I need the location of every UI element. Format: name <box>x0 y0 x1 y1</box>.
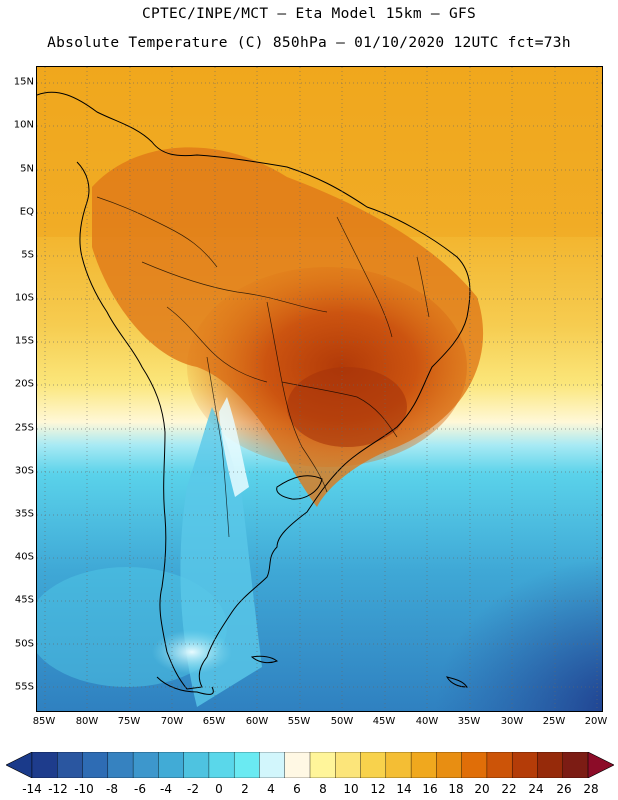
colorbar-swatch <box>132 752 160 778</box>
coastlines <box>37 91 471 695</box>
lon-label: 40W <box>415 716 439 727</box>
lon-label: 35W <box>457 716 481 727</box>
lat-label: 40S <box>14 551 34 563</box>
lat-label: 25S <box>14 422 34 434</box>
colorbar-label: 18 <box>448 782 464 796</box>
colorbar-label: 10 <box>343 782 359 796</box>
colorbar-swatch <box>158 752 185 778</box>
graticule <box>37 67 602 711</box>
lat-label: 5S <box>21 249 34 261</box>
colorbar-swatch <box>259 752 286 778</box>
colorbar-swatch <box>107 752 134 778</box>
colorbar-label: 26 <box>556 782 572 796</box>
lon-label: 70W <box>160 716 184 727</box>
colorbar-swatch <box>57 752 84 778</box>
lon-label: 55W <box>287 716 311 727</box>
colorbar-swatch <box>82 752 109 778</box>
cold-ocean-pool <box>367 487 602 711</box>
lon-label: 25W <box>542 716 566 727</box>
colorbar-label: 6 <box>293 782 301 796</box>
colorbar-swatch <box>537 752 564 778</box>
lon-label: 60W <box>245 716 269 727</box>
colorbar-low-arrow <box>6 752 33 778</box>
lon-label: 45W <box>372 716 396 727</box>
lat-label: 15N <box>13 76 34 88</box>
title-variable: Absolute Temperature (C) 850hPa – 01/10/… <box>47 35 571 51</box>
lat-label: 15S <box>14 335 34 347</box>
lon-label: 30W <box>500 716 524 727</box>
lat-label: 35S <box>14 508 34 520</box>
colorbar-label: 8 <box>319 782 327 796</box>
colorbar-swatch <box>183 752 210 778</box>
colorbar-label: -10 <box>74 782 94 796</box>
lat-label: 10N <box>13 119 34 131</box>
colorbar-label: -12 <box>48 782 68 796</box>
lat-label: EQ <box>19 206 34 218</box>
colorbar-label: -4 <box>160 782 172 796</box>
colorbar-swatch <box>284 752 311 778</box>
colorbar-label: 14 <box>396 782 412 796</box>
lon-label: 20W <box>584 716 608 727</box>
colorbar-label: 0 <box>215 782 223 796</box>
lat-label: 30S <box>14 465 34 477</box>
colorbar-high-arrow <box>587 752 614 778</box>
lon-label: 50W <box>330 716 354 727</box>
colorbar-label: 12 <box>370 782 386 796</box>
lat-label: 45S <box>14 594 34 606</box>
lat-label: 20S <box>14 378 34 390</box>
title-model: CPTEC/INPE/MCT – Eta Model 15km – GFS <box>141 6 477 22</box>
colorbar-label: -14 <box>22 782 42 796</box>
colorbar-label: -8 <box>106 782 118 796</box>
colorbar-swatch <box>233 752 261 778</box>
lon-label: 85W <box>32 716 56 727</box>
colorbar-swatch <box>486 752 513 778</box>
colorbar-label: 20 <box>474 782 490 796</box>
country-borders <box>96 196 430 538</box>
colorbar-swatch <box>436 752 463 778</box>
colorbar-label: 24 <box>528 782 544 796</box>
max-temperature-core <box>287 367 407 447</box>
colorbar-label: 2 <box>241 782 249 796</box>
colorbar <box>6 752 614 778</box>
lat-label: 10S <box>14 292 34 304</box>
colorbar-swatch <box>410 752 438 778</box>
colorbar-swatch <box>360 752 387 778</box>
colorbar-swatch <box>335 752 362 778</box>
temperature-map[interactable] <box>36 66 603 712</box>
colorbar-label: 16 <box>422 782 438 796</box>
colorbar-swatch <box>461 752 488 778</box>
colorbar-swatch <box>208 752 235 778</box>
lon-label: 75W <box>117 716 141 727</box>
colorbar-label: 22 <box>501 782 517 796</box>
colorbar-label: -2 <box>187 782 199 796</box>
colorbar-swatch <box>31 752 58 778</box>
lon-label: 65W <box>202 716 226 727</box>
colorbar-swatch <box>309 752 336 778</box>
colorbar-swatch <box>511 752 539 778</box>
colorbar-swatch <box>385 752 412 778</box>
lon-label: 80W <box>75 716 99 727</box>
lat-label: 50S <box>14 638 34 650</box>
lat-label: 5N <box>20 163 34 175</box>
colorbar-label: 4 <box>267 782 275 796</box>
colorbar-label: -6 <box>134 782 146 796</box>
lat-label: 55S <box>14 681 34 693</box>
colorbar-swatch <box>562 752 589 778</box>
colorbar-label: 28 <box>583 782 599 796</box>
